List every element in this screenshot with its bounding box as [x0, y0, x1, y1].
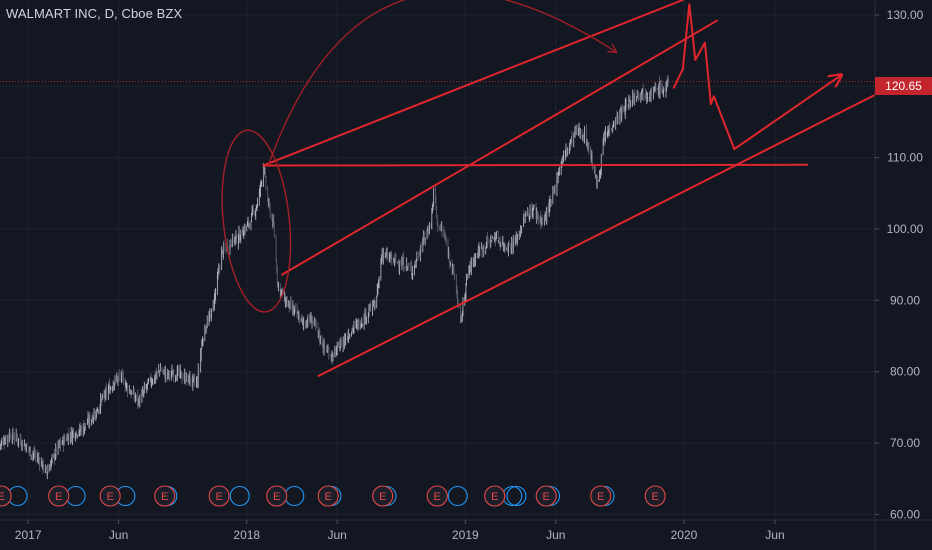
dividend-marker[interactable]: [506, 485, 527, 507]
price-series: [0, 75, 669, 480]
grid: [0, 0, 875, 520]
earnings-marker-label[interactable]: E: [597, 491, 604, 503]
earnings-marker[interactable]: [372, 485, 394, 507]
earnings-marker[interactable]: [99, 485, 121, 507]
x-tick-label: Jun: [109, 528, 128, 542]
x-tick-label: 2020: [671, 528, 698, 542]
y-tick-label: 70.00: [890, 436, 920, 450]
x-tick-label: Jun: [765, 528, 784, 542]
x-tick-label: Jun: [546, 528, 565, 542]
trend-line[interactable]: [317, 93, 875, 377]
earnings-marker-label[interactable]: E: [434, 491, 441, 503]
earnings-marker[interactable]: [317, 485, 339, 507]
earnings-marker-label[interactable]: E: [325, 491, 332, 503]
earnings-marker-label[interactable]: E: [216, 491, 223, 503]
earnings-marker[interactable]: [0, 485, 12, 507]
y-tick-label: 100.00: [887, 222, 924, 236]
earnings-marker-label[interactable]: E: [652, 491, 659, 503]
y-tick-label: 60.00: [890, 507, 920, 521]
projection-path[interactable]: [672, 3, 842, 151]
earnings-marker[interactable]: [426, 485, 448, 507]
drawings[interactable]: [214, 0, 875, 377]
earnings-marker[interactable]: [535, 485, 557, 507]
dividend-marker[interactable]: [229, 485, 250, 507]
x-tick-label: 2017: [15, 528, 42, 542]
earnings-marker-label[interactable]: E: [273, 491, 280, 503]
earnings-marker[interactable]: [48, 485, 70, 507]
x-tick-label: 2019: [452, 528, 479, 542]
x-tick-label: 2018: [233, 528, 260, 542]
earnings-marker-label[interactable]: E: [379, 491, 386, 503]
earnings-marker-label[interactable]: E: [543, 491, 550, 503]
symbol-title: WALMART INC, D, Cboe BZX: [6, 6, 183, 21]
y-tick-label: 130.00: [887, 8, 924, 22]
earnings-marker-label[interactable]: E: [0, 491, 5, 503]
earnings-marker-label[interactable]: E: [55, 491, 62, 503]
dividend-marker[interactable]: [284, 485, 305, 507]
last-price-badge: 120.65: [875, 77, 932, 95]
earnings-marker[interactable]: [644, 485, 666, 507]
y-tick-label: 90.00: [890, 293, 920, 307]
dividend-marker[interactable]: [502, 485, 523, 507]
x-tick-label: Jun: [328, 528, 347, 542]
y-tick-label: 110.00: [887, 151, 923, 165]
earnings-marker[interactable]: [208, 485, 230, 507]
trend-line[interactable]: [262, 0, 684, 167]
trend-line[interactable]: [281, 19, 718, 276]
curved-arrow[interactable]: [267, 0, 617, 168]
y-tick-label: 80.00: [890, 365, 920, 379]
earnings-marker-label[interactable]: E: [161, 491, 168, 503]
earnings-marker-label[interactable]: E: [491, 491, 498, 503]
highlight-ellipse[interactable]: [214, 127, 299, 315]
earnings-marker[interactable]: [590, 485, 612, 507]
earnings-marker[interactable]: [266, 485, 288, 507]
earnings-marker-label[interactable]: E: [107, 491, 114, 503]
earnings-marker[interactable]: [484, 485, 506, 507]
earnings-marker[interactable]: [154, 485, 176, 507]
trend-line[interactable]: [262, 163, 809, 167]
dividend-marker[interactable]: [447, 485, 468, 507]
